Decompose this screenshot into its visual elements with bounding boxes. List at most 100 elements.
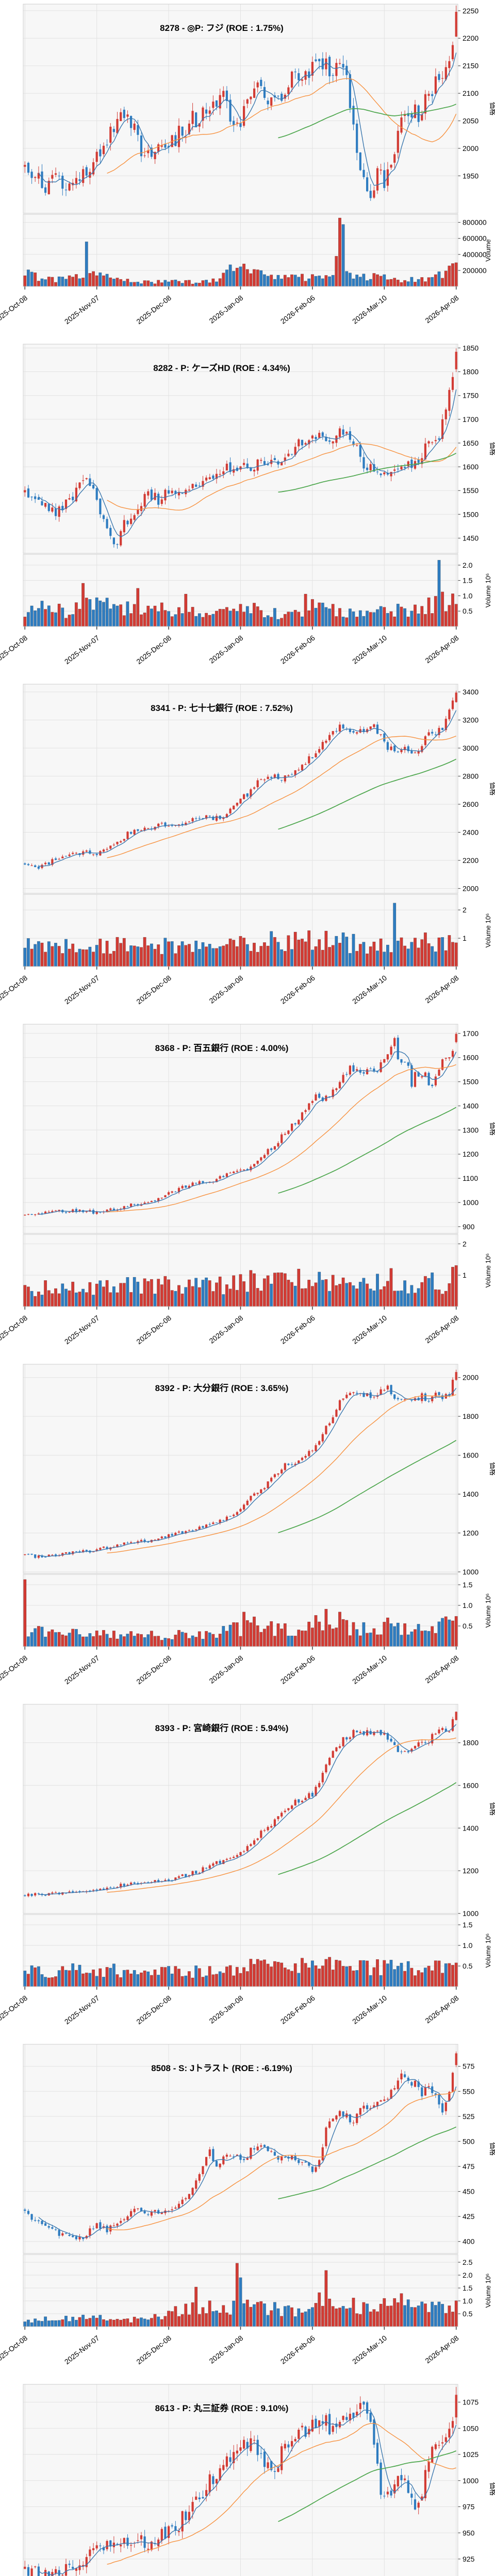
svg-text:2025-Oct-08: 2025-Oct-08 [0, 294, 29, 325]
svg-text:2050: 2050 [463, 117, 478, 125]
svg-text:2026-Jan-08: 2026-Jan-08 [208, 2334, 245, 2365]
svg-text:425: 425 [463, 2212, 475, 2221]
svg-text:2025-Oct-08: 2025-Oct-08 [0, 634, 29, 665]
svg-text:2000: 2000 [463, 1374, 478, 1382]
svg-text:800000: 800000 [463, 218, 487, 227]
svg-text:2026-Feb-06: 2026-Feb-06 [279, 634, 317, 666]
candles [24, 1369, 457, 1560]
candles [24, 690, 457, 870]
svg-text:400: 400 [463, 2238, 475, 2246]
svg-text:2026-Jan-08: 2026-Jan-08 [208, 974, 245, 1005]
ma-line-short [38, 53, 457, 186]
svg-text:475: 475 [463, 2162, 475, 2171]
svg-text:2026-Jan-08: 2026-Jan-08 [208, 1994, 245, 2025]
volume-bars [23, 2263, 458, 2327]
svg-text:1700: 1700 [463, 1029, 478, 1038]
svg-text:1200: 1200 [463, 1867, 478, 1875]
svg-text:1950: 1950 [463, 172, 478, 180]
svg-text:2025-Oct-08: 2025-Oct-08 [0, 1314, 29, 1345]
svg-text:2025-Dec-08: 2025-Dec-08 [135, 1994, 173, 2026]
svg-text:1600: 1600 [463, 1781, 478, 1789]
volume-bars [23, 1957, 458, 1987]
svg-text:Volume 10⁶: Volume 10⁶ [484, 1594, 492, 1628]
svg-text:2025-Nov-07: 2025-Nov-07 [63, 1314, 101, 1346]
candles [24, 2051, 457, 2242]
svg-text:2026-Feb-06: 2026-Feb-06 [279, 1994, 317, 2026]
svg-text:2026-Jan-08: 2026-Jan-08 [208, 1314, 245, 1345]
grid-vertical [24, 1704, 457, 1987]
svg-text:2800: 2800 [463, 772, 478, 780]
svg-text:1.5: 1.5 [463, 1581, 473, 1589]
price-axis: 1450 1500 1550 1600 1650 1700 1750 1800 1850 価格 [23, 344, 495, 542]
svg-text:Volume: Volume [484, 239, 492, 261]
svg-text:1400: 1400 [463, 1824, 478, 1832]
svg-text:1: 1 [463, 934, 467, 942]
ma-line-short [38, 2410, 457, 2576]
x-axis: 2025-Oct-08 2025-Nov-07 2025-Dec-08 2026-Ja… [0, 1987, 460, 2026]
x-axis: 2025-Oct-08 2025-Nov-07 2025-Dec-08 2026-Ja… [0, 286, 460, 326]
svg-text:2025-Oct-08: 2025-Oct-08 [0, 1994, 29, 2025]
svg-text:0.5: 0.5 [463, 1962, 473, 1970]
candlestick-plot: 900 1000 1100 1200 1300 1400 1500 1600 1700 価格 1 2 V… [0, 1024, 495, 1346]
svg-text:1500: 1500 [463, 1078, 478, 1086]
svg-text:1000: 1000 [463, 2477, 478, 2485]
svg-text:1.5: 1.5 [463, 577, 473, 585]
svg-text:2026-Mar-10: 2026-Mar-10 [351, 1994, 388, 2026]
svg-text:1.0: 1.0 [463, 1601, 473, 1609]
svg-text:2026-Mar-10: 2026-Mar-10 [351, 974, 388, 1006]
svg-text:2200: 2200 [463, 34, 478, 42]
svg-text:価格: 価格 [489, 2482, 495, 2496]
price-axis: 2000 2200 2400 2600 2800 3000 3200 3400 価格 [23, 688, 495, 892]
svg-text:価格: 価格 [489, 2142, 495, 2156]
svg-text:1100: 1100 [463, 1174, 478, 1182]
svg-text:1450: 1450 [463, 534, 478, 542]
svg-text:2026-Jan-08: 2026-Jan-08 [208, 634, 245, 665]
svg-text:1550: 1550 [463, 486, 478, 495]
ma-line-long [278, 2126, 457, 2199]
svg-text:0.5: 0.5 [463, 607, 473, 615]
svg-text:3400: 3400 [463, 688, 478, 696]
svg-text:2025-Dec-08: 2025-Dec-08 [135, 634, 173, 666]
x-axis: 2025-Oct-08 2025-Nov-07 2025-Dec-08 2026-Ja… [0, 626, 460, 666]
svg-text:1.0: 1.0 [463, 591, 473, 600]
svg-text:2026-Apr-08: 2026-Apr-08 [423, 1314, 460, 1345]
ma-line-mid [107, 443, 457, 511]
ma-line-mid [107, 2422, 456, 2565]
ma-line-short [38, 389, 457, 537]
svg-text:975: 975 [463, 2503, 475, 2511]
svg-text:525: 525 [463, 2112, 475, 2121]
ma-line-short [38, 1387, 457, 1557]
price-axis: 900 1000 1100 1200 1300 1400 1500 1600 1700 価格 [23, 1029, 495, 1231]
svg-text:1.0: 1.0 [463, 2297, 473, 2305]
svg-text:価格: 価格 [489, 1122, 495, 1136]
svg-text:2026-Mar-10: 2026-Mar-10 [351, 2334, 388, 2366]
svg-text:価格: 価格 [489, 1462, 495, 1476]
svg-text:1000: 1000 [463, 1568, 478, 1576]
x-axis: 2025-Oct-08 2025-Nov-07 2025-Dec-08 2026-Ja… [0, 967, 460, 1006]
svg-text:450: 450 [463, 2188, 475, 2196]
stock-chart-8368: 900 1000 1100 1200 1300 1400 1500 1600 1700 価格 1 2 V… [0, 1020, 495, 1360]
svg-text:Volume 10⁶: Volume 10⁶ [484, 1934, 492, 1968]
svg-text:2026-Mar-10: 2026-Mar-10 [351, 294, 388, 326]
svg-text:2025-Nov-07: 2025-Nov-07 [63, 294, 101, 326]
ma-line-mid [107, 2089, 457, 2230]
svg-text:1600: 1600 [463, 1054, 478, 1062]
svg-text:2026-Feb-06: 2026-Feb-06 [279, 2334, 317, 2366]
volume-bars [23, 903, 458, 967]
svg-text:2025-Nov-07: 2025-Nov-07 [63, 974, 101, 1006]
ma-line-mid [107, 1737, 456, 1893]
candles [24, 5, 457, 201]
svg-text:1.5: 1.5 [463, 2284, 473, 2292]
svg-text:価格: 価格 [489, 102, 495, 115]
svg-text:2: 2 [463, 1240, 467, 1248]
candles [24, 1032, 457, 1216]
ma-line-long [278, 758, 457, 830]
svg-text:550: 550 [463, 2087, 475, 2095]
svg-text:2026-Jan-08: 2026-Jan-08 [208, 294, 245, 325]
volume-bars [23, 560, 458, 627]
svg-text:2025-Dec-08: 2025-Dec-08 [135, 1654, 173, 1686]
ma-line-short [38, 1724, 457, 1895]
svg-text:2025-Nov-07: 2025-Nov-07 [63, 2334, 101, 2366]
svg-text:2026-Mar-10: 2026-Mar-10 [351, 634, 388, 666]
ma-line-long [278, 1439, 457, 1533]
